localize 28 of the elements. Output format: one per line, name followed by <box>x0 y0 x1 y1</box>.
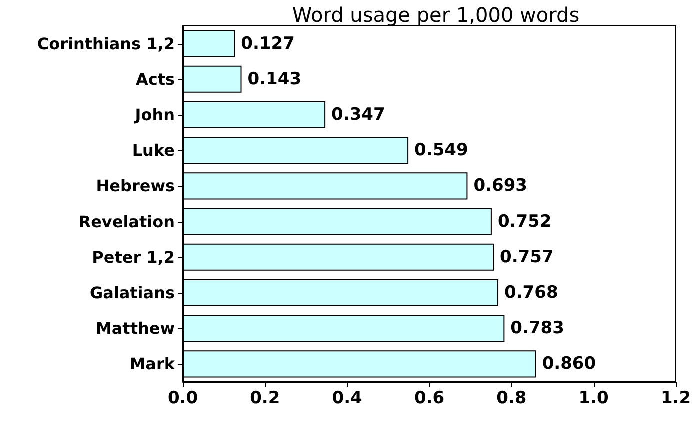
y-tick-label: Peter 1,2 <box>92 248 175 267</box>
data-label: 0.549 <box>414 140 468 161</box>
data-label: 0.143 <box>248 69 302 90</box>
y-tick-label: Galatians <box>90 284 175 302</box>
y-tick-label: Matthew <box>96 319 176 338</box>
chart-title: Word usage per 1,000 words <box>292 3 580 27</box>
x-tick-label: 1.0 <box>578 388 610 408</box>
data-label: 0.757 <box>500 247 554 268</box>
data-label: 0.693 <box>474 176 528 196</box>
data-label: 0.768 <box>504 283 558 303</box>
y-tick-label: Corinthians 1,2 <box>37 34 175 54</box>
data-label: 0.752 <box>498 212 552 232</box>
y-tick-label: John <box>134 106 175 124</box>
x-tick-label: 0.4 <box>332 388 363 408</box>
x-tick-label: 1.2 <box>660 388 692 408</box>
data-label: 0.347 <box>332 105 386 125</box>
data-label: 0.127 <box>241 34 295 54</box>
y-tick-label: Luke <box>132 141 176 160</box>
data-label: 0.860 <box>542 354 596 374</box>
y-tick-label: Hebrews <box>96 176 175 196</box>
x-tick-label: 0.2 <box>250 388 280 408</box>
y-tick-label: Acts <box>136 70 175 89</box>
data-label: 0.783 <box>510 318 564 339</box>
y-tick-label: Mark <box>130 354 176 374</box>
y-tick-label: Revelation <box>78 212 175 232</box>
x-tick-label: 0.6 <box>414 388 445 408</box>
x-tick-label: 0.8 <box>496 388 527 408</box>
x-tick-label: 0.0 <box>168 388 198 408</box>
